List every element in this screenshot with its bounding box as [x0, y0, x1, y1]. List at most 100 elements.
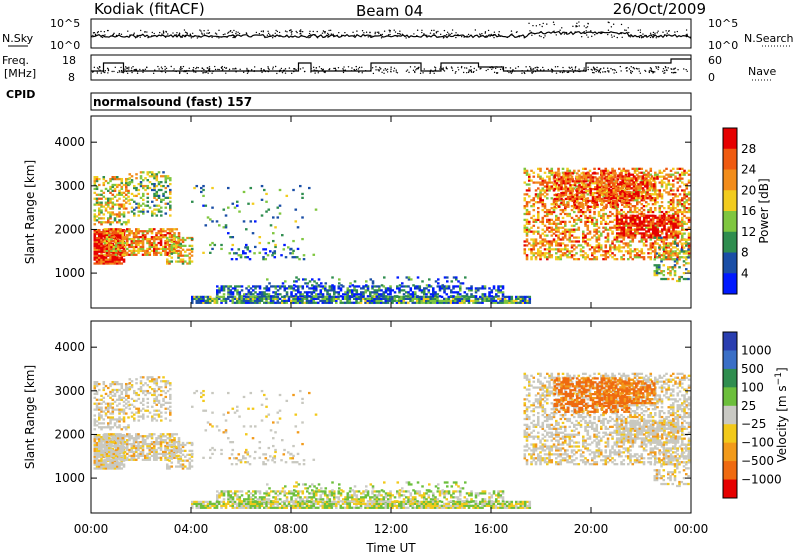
power-cell	[155, 175, 159, 178]
power-cell	[315, 289, 318, 292]
power-cell	[112, 230, 116, 233]
power-cell	[636, 254, 639, 257]
power-cell	[139, 247, 143, 251]
power-cell	[93, 183, 97, 187]
power-cell	[224, 214, 228, 217]
power-cell	[528, 301, 532, 304]
nave-dot	[228, 70, 230, 72]
power-cell	[560, 178, 563, 181]
power-cell	[425, 297, 428, 301]
power-cell	[348, 301, 352, 304]
power-cell	[582, 174, 586, 177]
power-cell	[252, 293, 255, 296]
power-cell	[534, 238, 538, 241]
power-cell	[93, 248, 97, 251]
noise-search-dot	[674, 31, 676, 33]
power-cell	[645, 175, 648, 178]
power-cell	[116, 176, 119, 179]
power-cell	[669, 175, 673, 178]
power-cell	[160, 198, 163, 201]
noise-search-dot	[624, 29, 626, 31]
power-cell	[609, 246, 612, 249]
nave-dot	[212, 70, 214, 73]
power-cell	[234, 289, 237, 292]
power-cell	[568, 232, 572, 235]
power-cell	[532, 197, 536, 200]
power-cell	[125, 185, 128, 189]
power-cell	[227, 186, 230, 190]
nave-dot	[164, 65, 166, 68]
power-cell	[622, 254, 626, 257]
power-cell	[618, 240, 621, 243]
power-cell	[683, 210, 686, 214]
power-cell	[455, 278, 458, 281]
power-cell	[667, 206, 671, 210]
power-cell	[687, 193, 691, 196]
noise-search-dot	[637, 29, 639, 32]
power-cell	[332, 295, 336, 299]
noise-search-dot	[438, 36, 440, 38]
power-cell	[555, 195, 559, 199]
power-cell	[98, 262, 101, 265]
power-cell	[656, 238, 659, 241]
nave-dot	[505, 67, 507, 69]
power-cell	[116, 215, 119, 218]
power-cell	[102, 258, 106, 261]
power-cell	[164, 234, 167, 237]
noise-search-dot	[645, 34, 647, 37]
power-cell	[585, 184, 588, 187]
power-cell	[202, 251, 205, 254]
power-cell	[557, 228, 560, 231]
power-cell	[335, 291, 338, 294]
power-cell	[490, 289, 494, 292]
power-cell	[687, 244, 691, 247]
power-cell	[159, 241, 163, 245]
power-cell	[135, 243, 138, 247]
power-cell	[170, 248, 174, 251]
power-cell	[111, 193, 115, 196]
power-cell	[557, 234, 560, 237]
power-cell	[122, 221, 126, 224]
power-cell	[427, 295, 430, 299]
power-cell	[550, 167, 554, 170]
nave-dot	[111, 70, 113, 73]
power-cell	[150, 228, 154, 231]
power-cell	[539, 167, 542, 170]
power-cell	[100, 189, 103, 193]
power-cell	[685, 171, 689, 174]
power-cell	[591, 197, 595, 201]
power-cell	[683, 197, 686, 200]
power-cell	[597, 244, 601, 247]
nave-dot	[650, 67, 652, 70]
power-cell	[501, 285, 505, 288]
power-cell	[159, 230, 163, 233]
power-cell	[548, 240, 551, 243]
power-cell	[454, 297, 457, 301]
power-cell	[649, 252, 653, 255]
power-cell	[301, 192, 304, 196]
power-cell	[132, 236, 136, 239]
power-cell	[102, 260, 106, 263]
noise-search-dot	[380, 33, 382, 36]
noise-search-dot	[489, 35, 491, 37]
power-cell	[133, 184, 136, 188]
power-cell	[546, 197, 549, 200]
power-cell	[400, 285, 404, 288]
power-cell	[153, 192, 156, 196]
power-cell	[488, 291, 491, 294]
power-cell	[135, 236, 138, 239]
power-cell	[308, 280, 312, 283]
power-cell	[543, 179, 547, 182]
power-cell	[631, 222, 635, 225]
power-cell	[624, 228, 628, 231]
power-cell	[633, 254, 637, 257]
power-cell	[191, 237, 194, 241]
power-cell	[613, 226, 617, 229]
power-cell	[164, 186, 168, 190]
power-cell	[146, 186, 150, 190]
power-cell	[578, 195, 581, 199]
power-cell	[525, 230, 529, 233]
power-cell	[107, 205, 110, 208]
power-cell	[651, 199, 655, 202]
power-cell	[290, 299, 293, 302]
